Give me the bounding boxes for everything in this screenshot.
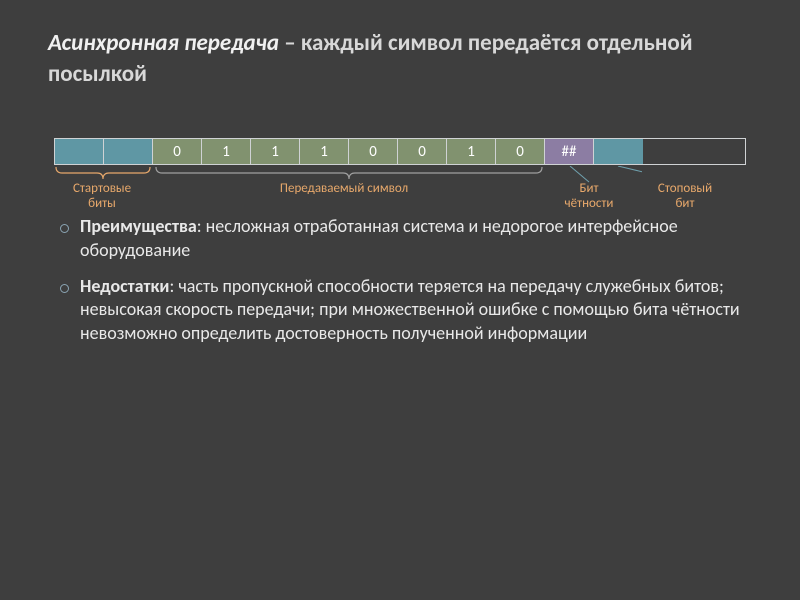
- page-title: Асинхронная передача – каждый символ пер…: [48, 28, 752, 90]
- frame-cell: ##: [545, 139, 594, 164]
- frame-cell: 1: [300, 139, 349, 164]
- frame-braces: [54, 167, 746, 181]
- frame-cells: 01110010##: [54, 138, 746, 165]
- frame-cell: 0: [398, 139, 447, 164]
- bullet-label: Недостатки: [80, 275, 169, 297]
- region-label: Бит чётности: [544, 182, 634, 212]
- frame-cell: [104, 139, 153, 164]
- frame-cell: [594, 139, 643, 164]
- bullet-disadvantages: Недостатки: часть пропускной способности…: [54, 275, 752, 346]
- bullet-text: : часть пропускной способности теряется …: [80, 275, 740, 345]
- region-label: Стартовые биты: [42, 182, 162, 212]
- bullet-advantages: Преимущества: несложная отработанная сис…: [54, 215, 752, 263]
- frame-cell: 0: [496, 139, 545, 164]
- frame-cell: 1: [251, 139, 300, 164]
- frame-cell: [55, 139, 104, 164]
- bullet-list: Преимущества: несложная отработанная сис…: [48, 215, 752, 346]
- region-label: Передаваемый символ: [204, 182, 484, 197]
- frame-cell: 0: [349, 139, 398, 164]
- frame-cell: 1: [447, 139, 496, 164]
- frame-cell: 0: [153, 139, 202, 164]
- title-emphasis: Асинхронная передача: [48, 29, 279, 57]
- transmission-frame: 01110010## Стартовые битыПередаваемый си…: [54, 138, 746, 165]
- bullet-label: Преимущества: [80, 215, 197, 237]
- region-label: Стоповый бит: [640, 182, 730, 212]
- frame-cell: 1: [202, 139, 251, 164]
